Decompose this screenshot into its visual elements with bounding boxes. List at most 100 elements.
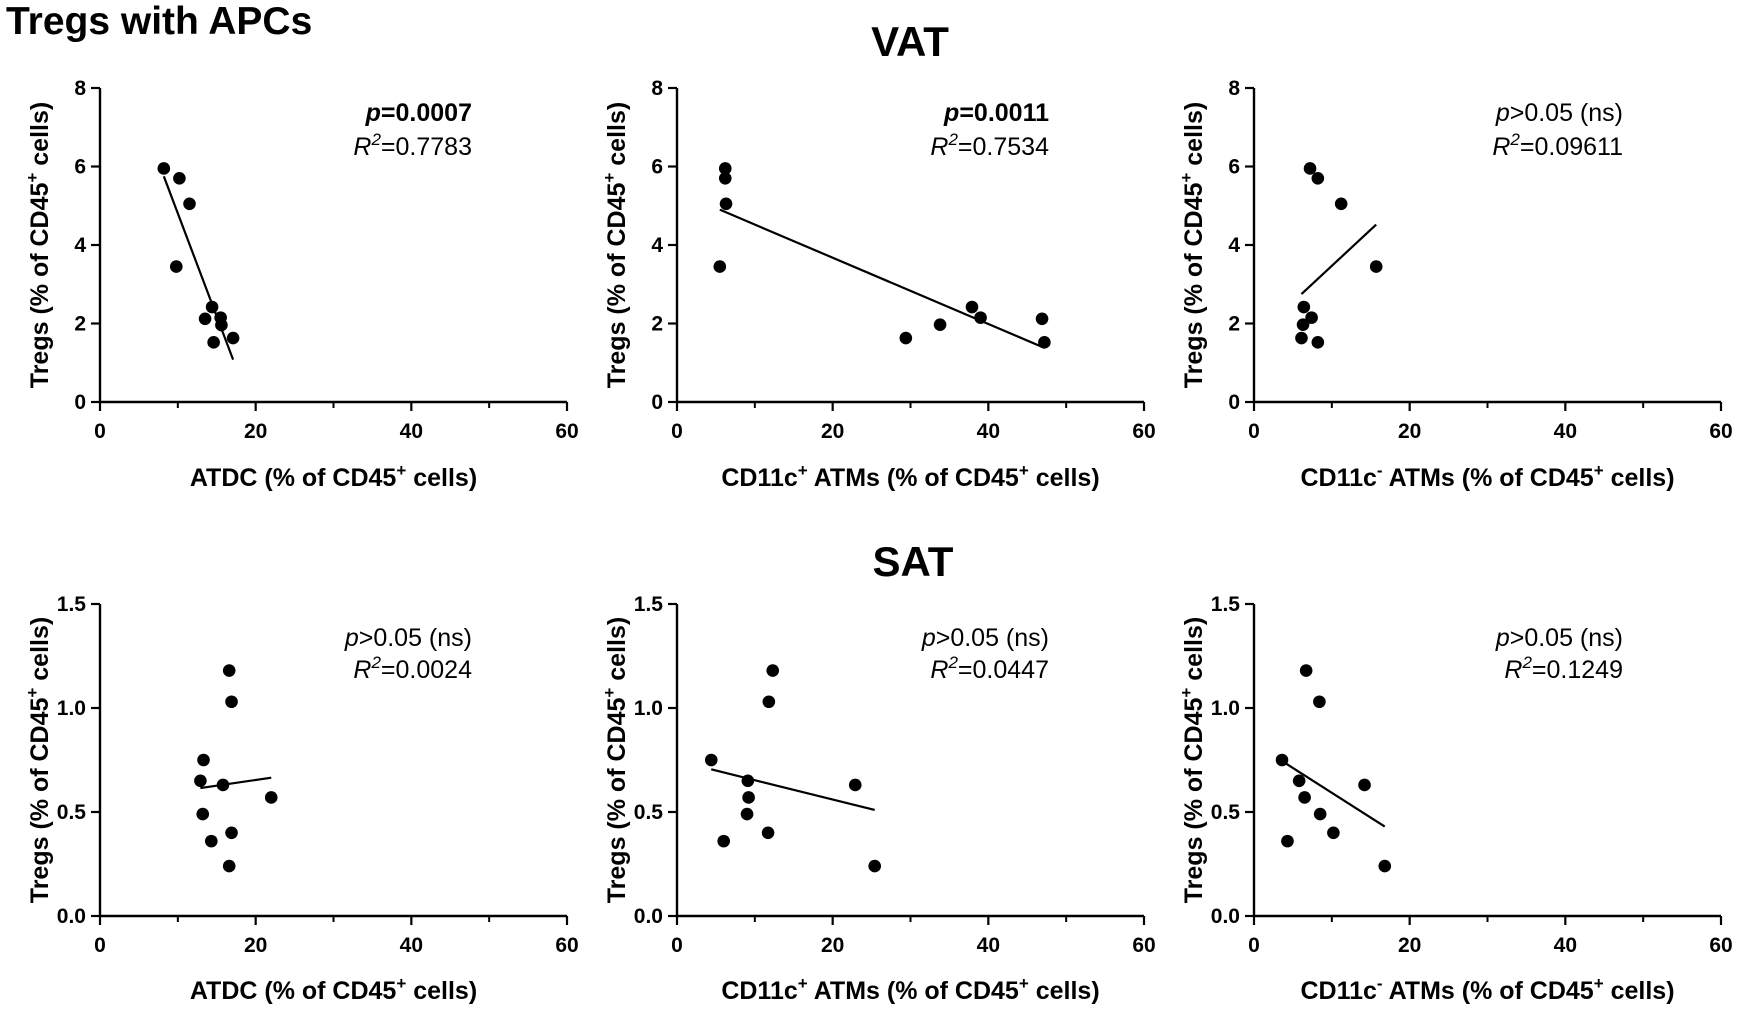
y-axis-title-superscript: + <box>1177 688 1196 698</box>
p-value-text: =0.0011 <box>959 99 1049 127</box>
data-point <box>197 753 210 767</box>
x-tick-label: 40 <box>400 934 423 957</box>
x-tick-label: 60 <box>1709 420 1732 443</box>
data-point <box>264 791 278 804</box>
regression-line <box>719 208 1045 349</box>
x-axis-title-text: cells) <box>1029 464 1100 492</box>
x-axis-title-superscript: + <box>1019 974 1029 993</box>
data-point <box>173 171 186 185</box>
data-point <box>761 826 775 840</box>
y-tick-label: 0.5 <box>634 801 664 824</box>
data-point <box>762 695 776 709</box>
data-point <box>1311 171 1325 185</box>
r-squared-annotation: R2=0.0024 <box>353 653 472 684</box>
y-tick-label: 6 <box>1228 156 1240 179</box>
y-axis-title-text: cells) <box>26 617 54 688</box>
p-value-text: >0.05 (ns) <box>1510 624 1623 652</box>
x-tick-label: 20 <box>244 934 267 957</box>
x-axis-title-text: cells) <box>406 464 477 492</box>
x-axis-title: ATDC (% of CD45+ cells) <box>190 974 477 1005</box>
p-value-annotation: p>0.05 (ns) <box>921 624 1049 652</box>
p-value-annotation: p>0.05 (ns) <box>1495 624 1623 652</box>
y-axis-title-superscript: + <box>23 173 42 183</box>
x-axis-title-superscript: + <box>1594 974 1604 993</box>
y-axis-title-text: Tregs (% of CD45 <box>603 183 631 389</box>
y-tick-label: 0.0 <box>57 905 86 928</box>
x-tick-label: 40 <box>977 934 1000 957</box>
y-tick-label: 6 <box>651 156 663 179</box>
x-tick-label: 0 <box>94 934 106 957</box>
y-tick-label: 0.0 <box>1211 905 1240 928</box>
r-squared-annotation: R2=0.09611 <box>1492 130 1623 161</box>
x-axis-title: CD11c+ ATMs (% of CD45+ cells) <box>721 974 1099 1005</box>
p-value-annotation: p=0.0007 <box>365 99 472 127</box>
x-tick-label: 20 <box>821 420 844 443</box>
x-axis-title-superscript: + <box>1594 461 1604 480</box>
x-axis-title-text: cells) <box>1029 977 1100 1005</box>
x-axis-title-text: CD11c <box>1300 977 1377 1005</box>
p-value-text: >0.05 (ns) <box>936 624 1049 652</box>
r-exponent: 2 <box>1521 653 1532 672</box>
data-point <box>1327 826 1340 840</box>
y-axis-title: Tregs (% of CD45+ cells) <box>1177 617 1208 903</box>
data-point <box>766 664 780 677</box>
r-symbol: R <box>930 133 948 161</box>
data-point <box>1281 834 1294 848</box>
data-point <box>157 162 171 175</box>
x-tick-label: 20 <box>1398 420 1421 443</box>
r-squared-value: =0.7783 <box>381 133 472 161</box>
r-exponent: 2 <box>947 653 958 672</box>
data-point <box>740 807 754 821</box>
y-tick-label: 8 <box>651 77 663 100</box>
x-tick-label: 0 <box>1248 934 1260 957</box>
regression-line <box>710 768 875 811</box>
data-point <box>226 331 240 345</box>
p-symbol: p <box>1495 624 1510 652</box>
x-axis-title-superscript: + <box>798 461 808 480</box>
x-tick-label: 20 <box>1398 934 1421 957</box>
r-symbol: R <box>353 656 371 684</box>
y-axis-title-text: cells) <box>1180 102 1208 173</box>
data-point <box>717 834 730 848</box>
y-axis-title-text: cells) <box>603 617 631 688</box>
x-tick-label: 40 <box>400 420 423 443</box>
data-point <box>713 260 727 273</box>
data-point <box>1298 791 1311 804</box>
r-squared-annotation: R2=0.1249 <box>1504 653 1623 684</box>
y-tick-label: 8 <box>1228 77 1240 100</box>
data-point <box>1313 695 1326 709</box>
data-point <box>965 300 979 314</box>
y-axis-title-text: Tregs (% of CD45 <box>26 698 54 904</box>
y-axis-title-superscript: + <box>23 688 42 698</box>
chart-panel-6: 0 20 40 60 0.0 0.5 1.0 1.5 CD11c- ATMs (% of CD4… <box>1177 593 1733 1005</box>
data-point <box>1334 197 1348 211</box>
data-point <box>1305 311 1318 324</box>
r-exponent: 2 <box>1509 130 1520 149</box>
x-axis-title-text: cells) <box>1604 977 1675 1005</box>
y-axis-title: Tregs (% of CD45+ cells) <box>23 617 54 903</box>
data-point <box>718 162 732 175</box>
y-tick-label: 0.0 <box>634 905 663 928</box>
data-point <box>198 312 212 326</box>
data-point <box>205 834 218 848</box>
x-tick-label: 40 <box>1554 934 1577 957</box>
x-tick-label: 20 <box>821 934 844 957</box>
y-tick-label: 0 <box>1228 391 1240 414</box>
x-tick-label: 60 <box>555 934 578 957</box>
y-axis-title-superscript: + <box>1177 173 1196 183</box>
section-title-vat: VAT <box>871 18 949 65</box>
data-point <box>1295 331 1308 345</box>
r-symbol: R <box>353 133 371 161</box>
x-tick-label: 40 <box>977 420 1000 443</box>
r-symbol: R <box>1504 656 1522 684</box>
data-point <box>1369 260 1383 273</box>
x-axis-title: ATDC (% of CD45+ cells) <box>190 461 477 492</box>
data-point <box>974 311 987 324</box>
data-point <box>1296 318 1310 331</box>
y-axis-title: Tregs (% of CD45+ cells) <box>600 617 631 903</box>
x-axis-title-text: ATMs (% of CD45 <box>1383 464 1594 492</box>
x-tick-label: 40 <box>1554 420 1577 443</box>
regression-line <box>1300 223 1377 295</box>
